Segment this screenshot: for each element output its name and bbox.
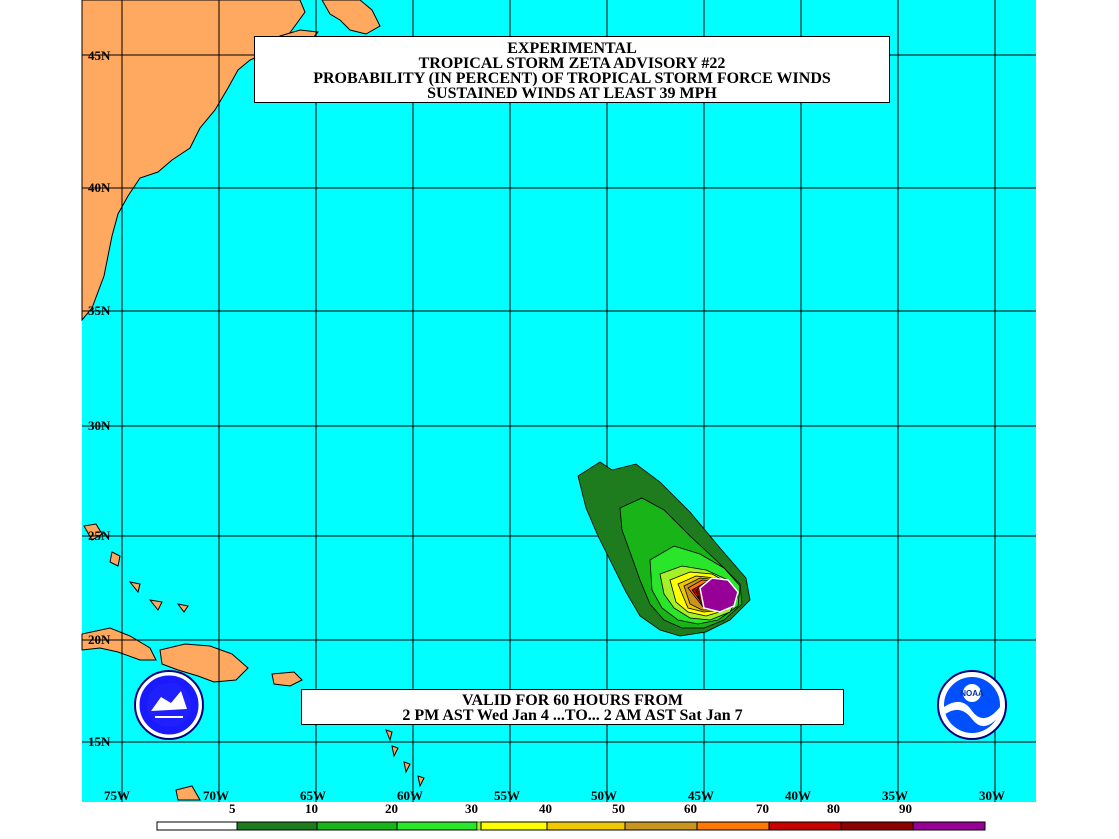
legend-label-30: 30 xyxy=(465,801,478,816)
lon-label-45w: 45W xyxy=(688,788,714,803)
hispaniola-land xyxy=(159,643,249,683)
legend-label-90: 90 xyxy=(899,801,912,816)
lat-label-15n: 15N xyxy=(88,734,111,749)
valid-time-box: VALID FOR 60 HOURS FROM 2 PM AST Wed Jan… xyxy=(301,689,844,725)
lon-label-40w: 40W xyxy=(785,788,811,803)
probability-contours xyxy=(577,461,751,637)
bahamas-land xyxy=(83,523,189,613)
lon-label-60w: 60W xyxy=(397,788,423,803)
title-line-2: TROPICAL STORM ZETA ADVISORY #22 xyxy=(418,55,726,72)
lon-label-30w: 30W xyxy=(979,788,1005,803)
lat-label-30n: 30N xyxy=(88,418,111,433)
legend-label-40: 40 xyxy=(539,801,552,816)
cuba-land xyxy=(81,627,157,661)
legend-label-5: 5 xyxy=(229,801,236,816)
legend-label-70: 70 xyxy=(756,801,769,816)
lat-label-25n: 25N xyxy=(88,528,111,543)
title-line-1: EXPERIMENTAL xyxy=(507,40,637,57)
latitude-labels: 45N 40N 35N 30N 25N 20N 15N xyxy=(88,48,111,749)
longitude-labels: 75W 70W 65W 60W 55W 50W 45W 40W 35W 30W xyxy=(104,788,1005,803)
svg-text:NOAA: NOAA xyxy=(960,689,984,698)
legend-label-50: 50 xyxy=(612,801,625,816)
lon-label-50w: 50W xyxy=(591,788,617,803)
antilles-land xyxy=(175,729,425,801)
noaa-logo-icon: NOAA xyxy=(937,670,1007,740)
newfoundland-land xyxy=(321,0,381,35)
puerto-rico-land xyxy=(271,671,303,687)
lat-label-35n: 35N xyxy=(88,303,111,318)
lon-label-35w: 35W xyxy=(882,788,908,803)
title-line-4: SUSTAINED WINDS AT LEAST 39 MPH xyxy=(427,85,717,102)
legend-label-10: 10 xyxy=(305,801,318,816)
ocean xyxy=(82,0,1036,802)
lat-label-20n: 20N xyxy=(88,632,111,647)
lon-label-70w: 70W xyxy=(203,788,229,803)
lat-label-45n: 45N xyxy=(88,48,111,63)
lat-label-40n: 40N xyxy=(88,180,111,195)
contour-center xyxy=(699,577,739,613)
lon-label-55w: 55W xyxy=(494,788,520,803)
valid-line-2: 2 PM AST Wed Jan 4 ...TO... 2 AM AST Sat… xyxy=(402,707,743,724)
title-box: EXPERIMENTAL TROPICAL STORM ZETA ADVISOR… xyxy=(254,36,890,103)
legend-label-80: 80 xyxy=(827,801,840,816)
title-line-3: PROBABILITY (IN PERCENT) OF TROPICAL STO… xyxy=(313,70,831,87)
legend-label-20: 20 xyxy=(385,801,398,816)
nws-logo-icon xyxy=(134,670,204,740)
valid-line-1: VALID FOR 60 HOURS FROM xyxy=(461,692,684,709)
legend: 5 10 20 30 40 50 60 70 80 90 xyxy=(156,801,986,831)
lon-label-65w: 65W xyxy=(300,788,326,803)
lon-label-75w: 75W xyxy=(104,788,130,803)
legend-label-60: 60 xyxy=(684,801,697,816)
